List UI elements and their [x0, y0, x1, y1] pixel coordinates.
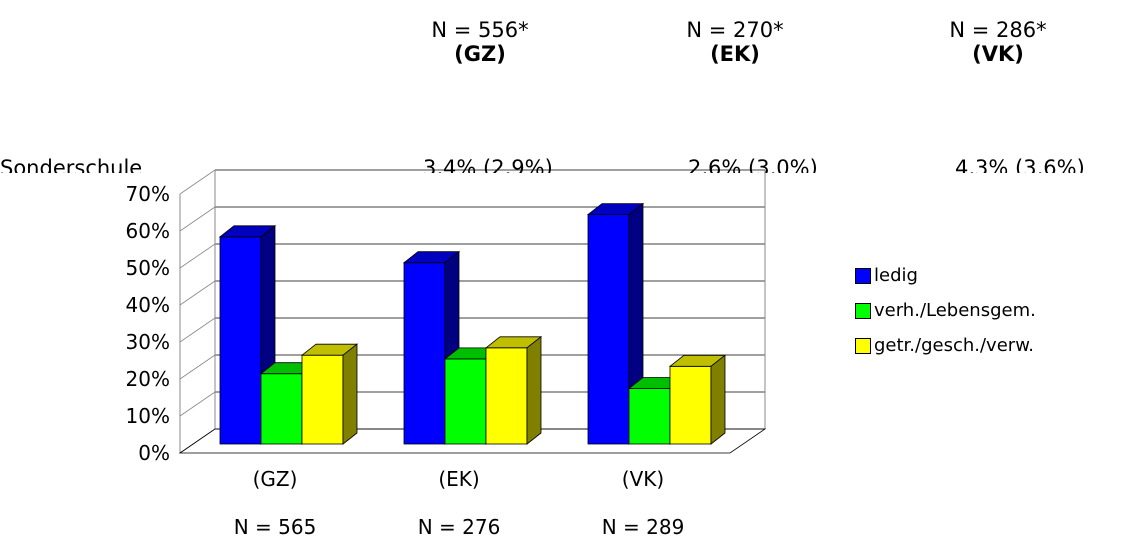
y-tick-label: 40% — [126, 293, 170, 317]
bar-front — [219, 236, 262, 445]
bar-side — [526, 335, 542, 445]
y-tick-label: 30% — [126, 330, 170, 354]
legend-label-ledig: ledig — [874, 265, 918, 286]
bar-front — [260, 373, 303, 445]
header-gz-n: N = 556* — [431, 18, 529, 42]
header-gz: N = 556* (GZ) — [400, 18, 560, 66]
header-vk: N = 286* (VK) — [918, 18, 1078, 66]
bar-front — [403, 262, 446, 445]
bar-front — [444, 358, 487, 445]
legend: ledig verh./Lebensgem. getr./gesch./verw… — [855, 258, 1036, 363]
header-ek-n: N = 270* — [686, 18, 784, 42]
x-n-label: N = 565 — [234, 515, 317, 539]
y-tick-label: 70% — [126, 182, 170, 206]
bar-front — [301, 354, 344, 445]
y-tick-label: 50% — [126, 256, 170, 280]
gridline-side — [179, 354, 216, 380]
x-category-label: (VK) — [622, 467, 664, 491]
bar-side — [710, 354, 726, 445]
y-tick-label: 10% — [126, 404, 170, 428]
bar-front — [669, 365, 712, 445]
gridline-side — [179, 391, 216, 417]
gridline-side — [179, 317, 216, 343]
x-category-label: (GZ) — [253, 467, 298, 491]
header-vk-group: (VK) — [972, 42, 1024, 66]
legend-label-getr: getr./gesch./verw. — [874, 335, 1034, 356]
y-tick-label: 60% — [126, 219, 170, 243]
gridline-side — [179, 243, 216, 269]
y-tick-label: 20% — [126, 367, 170, 391]
bar-front — [485, 347, 528, 445]
gridline-side — [179, 206, 216, 232]
legend-swatch-getr — [855, 337, 871, 354]
y-tick-label: 0% — [138, 441, 170, 465]
partial-row-label: Sonderschule — [0, 156, 143, 173]
header-ek-group: (EK) — [710, 42, 760, 66]
legend-item-verh: verh./Lebensgem. — [855, 293, 1036, 328]
bar-front — [628, 388, 671, 445]
floor — [178, 428, 767, 454]
partial-text-row: Sonderschule 3,4% (2,9%) 2,6% (3,0%) 4,3… — [0, 156, 1148, 173]
partial-row-value-vk: 4,3% (3,6%) — [955, 156, 1085, 173]
bar-front — [587, 214, 630, 445]
legend-label-verh: verh./Lebensgem. — [874, 300, 1036, 321]
gridline-side — [179, 169, 216, 195]
bar-side — [342, 343, 358, 445]
header-vk-n: N = 286* — [949, 18, 1047, 42]
legend-swatch-ledig — [855, 267, 871, 284]
legend-item-ledig: ledig — [855, 258, 1036, 293]
partial-row-value-gz: 3,4% (2,9%) — [423, 156, 553, 173]
header-ek: N = 270* (EK) — [655, 18, 815, 66]
legend-item-getr: getr./gesch./verw. — [855, 328, 1036, 363]
x-n-label: N = 276 — [418, 515, 501, 539]
partial-row-value-ek: 2,6% (3,0%) — [688, 156, 818, 173]
gridline-side — [179, 280, 216, 306]
header-gz-group: (GZ) — [454, 42, 506, 66]
legend-swatch-verh — [855, 302, 871, 319]
x-n-label: N = 289 — [602, 515, 685, 539]
x-category-label: (EK) — [438, 467, 479, 491]
